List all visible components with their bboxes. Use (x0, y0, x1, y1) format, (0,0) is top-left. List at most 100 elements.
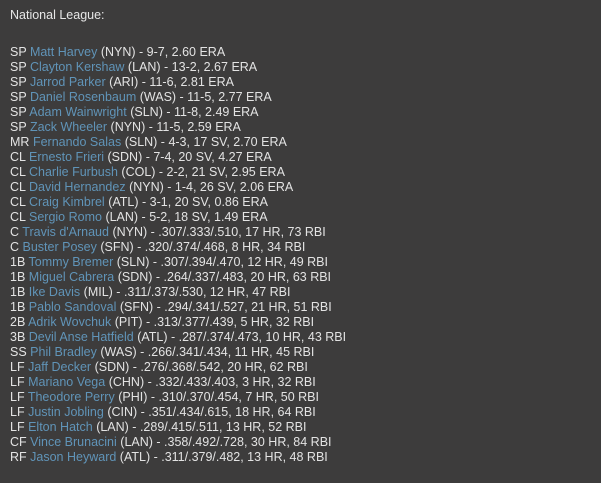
player-position: 1B (10, 300, 26, 314)
player-name-link[interactable]: Vince Brunacini (30, 435, 117, 449)
player-name-link[interactable]: Ike Davis (28, 285, 81, 299)
player-position: SP (10, 75, 27, 89)
player-name-link[interactable]: Ernesto Frieri (29, 150, 105, 164)
player-row: LF Justin Jobling (CIN) - .351/.434/.615… (10, 405, 601, 420)
player-statline: (SDN) - .276/.368/.542, 20 HR, 62 RBI (94, 360, 308, 374)
player-statline: (WAS) - 11-5, 2.77 ERA (139, 90, 272, 104)
player-position: SS (10, 345, 27, 359)
player-statline: (SLN) - 11-8, 2.49 ERA (130, 105, 259, 119)
player-name-link[interactable]: Elton Hatch (28, 420, 93, 434)
player-name-link[interactable]: Travis d'Arnaud (22, 225, 109, 239)
player-row: 3B Devil Anse Hatfield (ATL) - .287/.374… (10, 330, 601, 345)
player-statline: (LAN) - .289/.415/.511, 13 HR, 52 RBI (96, 420, 307, 434)
player-row: LF Jaff Decker (SDN) - .276/.368/.542, 2… (10, 360, 601, 375)
player-row: CF Vince Brunacini (LAN) - .358/.492/.72… (10, 435, 601, 450)
player-name-link[interactable]: Theodore Perry (27, 390, 115, 404)
player-row: CL Charlie Furbush (COL) - 2-2, 21 SV, 2… (10, 165, 601, 180)
player-name-link[interactable]: Adrik Wovchuk (28, 315, 112, 329)
player-row: 1B Miguel Cabrera (SDN) - .264/.337/.483… (10, 270, 601, 285)
player-row: 2B Adrik Wovchuk (PIT) - .313/.377/.439,… (10, 315, 601, 330)
player-position: C (10, 240, 20, 254)
player-row: SP Daniel Rosenbaum (WAS) - 11-5, 2.77 E… (10, 90, 601, 105)
player-position: SP (10, 60, 27, 74)
player-position: LF (10, 375, 25, 389)
player-name-link[interactable]: Justin Jobling (28, 405, 104, 419)
player-position: RF (10, 450, 27, 464)
player-name-link[interactable]: Devil Anse Hatfield (28, 330, 134, 344)
player-row: C Travis d'Arnaud (NYN) - .307/.333/.510… (10, 225, 601, 240)
league-report: National League: SP Matt Harvey (NYN) - … (10, 8, 601, 465)
player-statline: (SLN) - 4-3, 17 SV, 2.70 ERA (124, 135, 287, 149)
player-name-link[interactable]: Buster Posey (22, 240, 97, 254)
player-name-link[interactable]: Tommy Bremer (28, 255, 114, 269)
player-position: 1B (10, 270, 26, 284)
player-statline: (LAN) - .358/.492/.728, 30 HR, 84 RBI (120, 435, 332, 449)
player-position: CF (10, 435, 27, 449)
player-position: CL (10, 195, 26, 209)
player-row: SP Adam Wainwright (SLN) - 11-8, 2.49 ER… (10, 105, 601, 120)
player-statline: (NYN) - .307/.333/.510, 17 HR, 73 RBI (112, 225, 326, 239)
player-position: SP (10, 105, 27, 119)
player-position: 1B (10, 285, 26, 299)
player-position: LF (10, 405, 25, 419)
player-row: RF Jason Heyward (ATL) - .311/.379/.482,… (10, 450, 601, 465)
player-row: LF Elton Hatch (LAN) - .289/.415/.511, 1… (10, 420, 601, 435)
player-row: SP Clayton Kershaw (LAN) - 13-2, 2.67 ER… (10, 60, 601, 75)
player-row: CL Craig Kimbrel (ATL) - 3-1, 20 SV, 0.8… (10, 195, 601, 210)
player-position: 1B (10, 255, 26, 269)
player-row: CL David Hernandez (NYN) - 1-4, 26 SV, 2… (10, 180, 601, 195)
player-row: SP Jarrod Parker (ARI) - 11-6, 2.81 ERA (10, 75, 601, 90)
player-row: MR Fernando Salas (SLN) - 4-3, 17 SV, 2.… (10, 135, 601, 150)
player-statline: (LAN) - 5-2, 18 SV, 1.49 ERA (105, 210, 268, 224)
player-name-link[interactable]: Craig Kimbrel (29, 195, 105, 209)
player-statline: (WAS) - .266/.341/.434, 11 HR, 45 RBI (100, 345, 315, 359)
player-name-link[interactable]: Jaff Decker (28, 360, 92, 374)
player-statline: (ARI) - 11-6, 2.81 ERA (109, 75, 234, 89)
player-name-link[interactable]: Zack Wheeler (29, 120, 108, 134)
player-row: 1B Tommy Bremer (SLN) - .307/.394/.470, … (10, 255, 601, 270)
player-statline: (SDN) - 7-4, 20 SV, 4.27 ERA (107, 150, 272, 164)
player-statline: (PHI) - .310/.370/.454, 7 HR, 50 RBI (118, 390, 319, 404)
player-statline: (NYN) - 9-7, 2.60 ERA (100, 45, 226, 59)
player-row: SP Zack Wheeler (NYN) - 11-5, 2.59 ERA (10, 120, 601, 135)
player-name-link[interactable]: Jarrod Parker (29, 75, 106, 89)
player-row: SS Phil Bradley (WAS) - .266/.341/.434, … (10, 345, 601, 360)
player-position: MR (10, 135, 30, 149)
player-position: SP (10, 45, 27, 59)
player-position: C (10, 225, 20, 239)
player-name-link[interactable]: Sergio Romo (29, 210, 102, 224)
player-position: CL (10, 165, 26, 179)
player-name-link[interactable]: Mariano Vega (28, 375, 106, 389)
player-name-link[interactable]: Charlie Furbush (29, 165, 118, 179)
player-name-link[interactable]: Adam Wainwright (29, 105, 127, 119)
player-position: 2B (10, 315, 26, 329)
player-name-link[interactable]: David Hernandez (29, 180, 126, 194)
player-list: SP Matt Harvey (NYN) - 9-7, 2.60 ERA SP C… (10, 45, 601, 465)
player-name-link[interactable]: Matt Harvey (29, 45, 98, 59)
player-row: LF Mariano Vega (CHN) - .332/.433/.403, … (10, 375, 601, 390)
player-statline: (CHN) - .332/.433/.403, 3 HR, 32 RBI (108, 375, 316, 389)
page-title: National League: (10, 8, 105, 22)
player-name-link[interactable]: Jason Heyward (30, 450, 117, 464)
player-position: LF (10, 390, 25, 404)
player-statline: (SDN) - .264/.337/.483, 20 HR, 63 RBI (117, 270, 332, 284)
player-position: LF (10, 360, 25, 374)
player-position: CL (10, 180, 26, 194)
player-name-link[interactable]: Miguel Cabrera (28, 270, 115, 284)
player-row: 1B Pablo Sandoval (SFN) - .294/.341/.527… (10, 300, 601, 315)
player-statline: (PIT) - .313/.377/.439, 5 HR, 32 RBI (114, 315, 315, 329)
player-row: CL Ernesto Frieri (SDN) - 7-4, 20 SV, 4.… (10, 150, 601, 165)
player-position: SP (10, 90, 27, 104)
player-row: 1B Ike Davis (MIL) - .311/.373/.530, 12 … (10, 285, 601, 300)
player-position: CL (10, 150, 26, 164)
player-statline: (COL) - 2-2, 21 SV, 2.95 ERA (121, 165, 285, 179)
player-row: C Buster Posey (SFN) - .320/.374/.468, 8… (10, 240, 601, 255)
player-name-link[interactable]: Clayton Kershaw (29, 60, 125, 74)
player-name-link[interactable]: Daniel Rosenbaum (29, 90, 137, 104)
player-name-link[interactable]: Fernando Salas (32, 135, 122, 149)
player-name-link[interactable]: Pablo Sandoval (28, 300, 117, 314)
player-name-link[interactable]: Phil Bradley (30, 345, 97, 359)
player-statline: (NYN) - 11-5, 2.59 ERA (110, 120, 241, 134)
player-position: 3B (10, 330, 26, 344)
player-row: CL Sergio Romo (LAN) - 5-2, 18 SV, 1.49 … (10, 210, 601, 225)
